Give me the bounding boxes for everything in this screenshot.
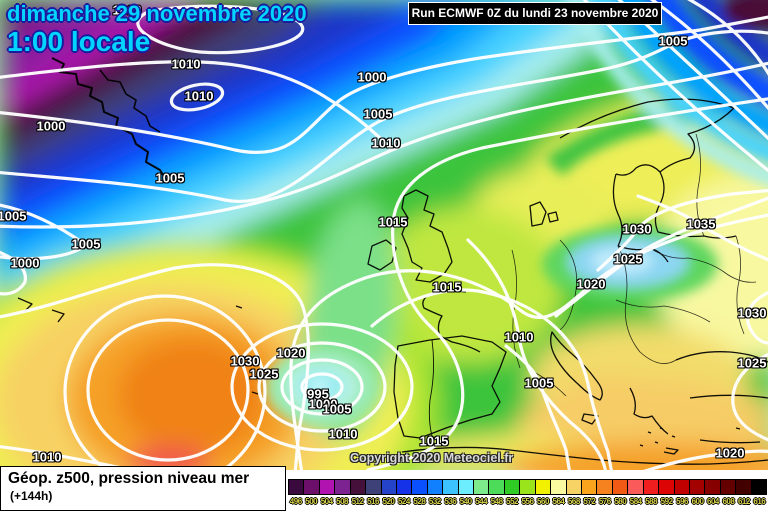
colorbar-swatch	[628, 480, 644, 494]
colorbar-value: 512	[351, 497, 364, 506]
colorbar-swatch	[597, 480, 613, 494]
colorbar-value: 592	[660, 497, 673, 506]
colorbar-value: 540	[459, 497, 472, 506]
geopotential-color-field	[0, 0, 768, 470]
colorbar-value: 496	[289, 497, 302, 506]
colorbar-swatch	[689, 480, 706, 494]
forecast-hour: (+144h)	[10, 489, 53, 503]
colorbar-value: 508	[336, 497, 349, 506]
colorbar-value: 516	[367, 497, 379, 506]
colorbar-swatch	[612, 480, 629, 494]
colorbar-swatch	[504, 480, 521, 494]
copyright-text: Copyright 2020 Meteociel.fr	[350, 451, 514, 465]
colorbar-swatch	[535, 480, 552, 494]
colorbar-value: 552	[506, 497, 518, 506]
map-title-box: Géop. z500, pression niveau mer (+144h)	[0, 466, 286, 511]
colorbar-value: 608	[722, 497, 735, 506]
colorbar-value: 556	[521, 497, 534, 506]
colorbar-value: 596	[676, 497, 688, 506]
colorbar-value: 536	[444, 497, 457, 506]
colorbar-swatch	[319, 480, 336, 494]
colorbar-value: 616	[753, 497, 766, 506]
colorbar-swatch	[412, 480, 428, 494]
colorbar-value: 560	[537, 497, 549, 506]
colorbar-swatch	[674, 480, 690, 494]
colorbar-value: 580	[614, 497, 627, 506]
colorbar-value: 604	[707, 497, 719, 506]
colorbar-value: 600	[691, 497, 704, 506]
colorbar-value: 588	[645, 497, 658, 506]
colorbar-swatch	[751, 480, 767, 494]
colorbar-value: 532	[428, 497, 441, 506]
colorbar-value: 504	[320, 497, 333, 506]
colorbar-value: 568	[567, 497, 580, 506]
colorbar-swatches	[288, 479, 767, 495]
colorbar-swatch	[366, 480, 382, 494]
valid-datetime: dimanche 29 novembre 2020 1:00 locale	[7, 1, 307, 58]
colorbar-value: 584	[629, 497, 642, 506]
colorbar-swatch	[427, 480, 444, 494]
map-title: Géop. z500, pression niveau mer	[8, 470, 250, 487]
isobars	[0, 0, 768, 470]
colorbar-swatch	[720, 480, 737, 494]
colorbar-swatch	[396, 480, 413, 494]
colorbar-value: 524	[397, 497, 410, 506]
colorbar-value: 548	[490, 497, 503, 506]
colorbar-swatch	[582, 480, 598, 494]
colorbar-swatch	[566, 480, 583, 494]
colorbar-value: 520	[382, 497, 395, 506]
colorbar-swatch	[289, 480, 305, 494]
colorbar-value: 612	[737, 497, 750, 506]
colorbar-swatch	[705, 480, 721, 494]
colorbar-value: 500	[305, 497, 318, 506]
model-run-info: Run ECMWF 0Z du lundi 23 novembre 2020	[408, 2, 662, 25]
valid-date: dimanche 29 novembre 2020	[7, 1, 307, 26]
colorbar-value: 544	[475, 497, 488, 506]
valid-time: 1:00 locale	[7, 26, 151, 58]
colorbar-swatch	[304, 480, 320, 494]
colorbar-swatch	[381, 480, 397, 494]
colorbar-values: 496 500 504 508 512 516 520 524 528 532 536 540 544 5…	[288, 497, 767, 506]
colorbar-swatch	[474, 480, 490, 494]
colorbar-value: 572	[583, 497, 596, 506]
colorbar-value: 564	[552, 497, 565, 506]
colorbar-swatch	[489, 480, 505, 494]
colorbar-swatch	[350, 480, 367, 494]
colorbar-swatch	[659, 480, 675, 494]
colorbar-swatch	[643, 480, 660, 494]
colorbar-value: 528	[413, 497, 426, 506]
colorbar-swatch	[335, 480, 351, 494]
colorbar-swatch	[736, 480, 752, 494]
colorbar-swatch	[551, 480, 567, 494]
colorbar-swatch	[520, 480, 536, 494]
colorbar-value: 576	[598, 497, 611, 506]
colorbar-swatch	[443, 480, 459, 494]
colorbar-swatch	[458, 480, 475, 494]
weather-map	[0, 0, 768, 470]
